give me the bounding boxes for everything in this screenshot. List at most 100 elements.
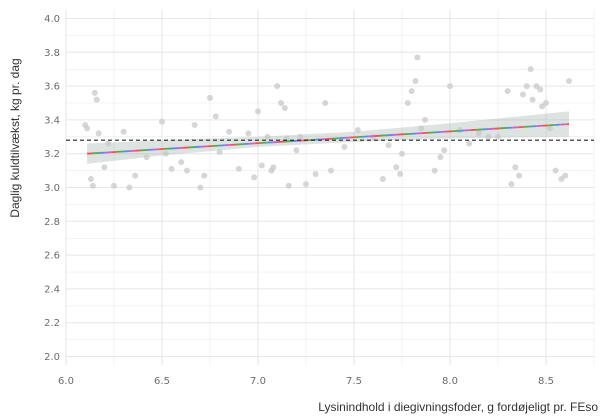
fit-line-layer — [87, 123, 570, 155]
data-point — [523, 83, 530, 90]
y-tick-label: 2.8 — [44, 217, 60, 228]
data-point — [312, 170, 319, 177]
data-point — [126, 184, 133, 191]
data-point — [143, 154, 150, 161]
x-tick-label: 8.5 — [538, 376, 554, 387]
data-point — [93, 96, 100, 103]
data-point — [270, 164, 277, 171]
data-point — [245, 130, 252, 137]
y-tick-label: 2.6 — [44, 251, 60, 262]
data-point — [441, 147, 448, 154]
data-point — [285, 182, 292, 189]
y-tick-label: 3.8 — [44, 48, 60, 59]
data-point — [408, 88, 415, 95]
data-point — [111, 182, 117, 189]
data-point — [529, 96, 536, 103]
y-tick-label: 2.2 — [44, 318, 60, 329]
x-tick-label: 6.0 — [58, 376, 74, 387]
data-point — [87, 176, 94, 183]
data-point — [552, 167, 559, 174]
data-point — [508, 181, 515, 188]
data-point — [399, 150, 405, 157]
data-point — [162, 150, 169, 157]
y-tick-label: 4.0 — [44, 14, 60, 25]
data-point — [191, 121, 198, 128]
data-point — [132, 172, 139, 179]
data-point — [212, 113, 219, 120]
data-point — [120, 128, 127, 135]
y-tick-label: 2.4 — [44, 284, 60, 295]
data-point — [512, 164, 519, 171]
y-tick-label: 3.2 — [44, 149, 60, 160]
data-point — [466, 140, 473, 147]
data-point — [543, 99, 549, 106]
data-point — [485, 133, 492, 140]
data-point — [322, 99, 329, 106]
x-axis-title: Lysinindhold i diegivningsfoder, g fordø… — [318, 400, 598, 414]
data-point — [297, 133, 304, 140]
data-point — [216, 149, 223, 155]
data-point — [504, 88, 511, 95]
data-point — [431, 167, 438, 174]
data-point — [519, 91, 526, 98]
data-point — [168, 165, 175, 172]
data-point — [101, 164, 108, 171]
data-point — [293, 147, 300, 154]
data-point — [562, 172, 569, 179]
data-point — [558, 176, 565, 183]
y-axis-title: Daglig kuldtilvækst, kg pr. dag — [8, 58, 22, 217]
data-point — [183, 167, 190, 174]
data-point — [537, 86, 544, 93]
data-point — [539, 103, 546, 110]
x-tick-label: 7.0 — [250, 376, 266, 387]
data-point — [414, 54, 421, 61]
data-point — [235, 165, 242, 172]
data-point — [495, 133, 501, 140]
data-point — [89, 182, 96, 189]
data-point — [251, 174, 258, 181]
fit-line-segment — [87, 123, 570, 155]
data-point — [201, 172, 208, 179]
data-point — [95, 130, 102, 137]
confidence-band — [87, 111, 570, 164]
y-tick-label: 3.4 — [44, 115, 60, 126]
grid — [65, 10, 595, 365]
y-tick-label: 2.0 — [44, 352, 60, 363]
data-point — [327, 167, 334, 174]
data-point — [516, 172, 523, 179]
data-point — [84, 125, 91, 132]
x-tick-label: 6.5 — [154, 376, 170, 387]
data-point — [274, 83, 281, 90]
fit-line-segment — [87, 123, 570, 155]
data-point — [105, 140, 112, 147]
data-point — [447, 83, 453, 90]
x-tick-labels: 6.0 6.5 7.0 7.5 8.0 8.5 — [58, 376, 554, 387]
data-point — [437, 154, 444, 161]
data-point — [412, 78, 419, 84]
data-point — [566, 78, 573, 84]
x-tick-label: 7.5 — [346, 376, 362, 387]
data-point — [159, 118, 165, 125]
data-point — [546, 125, 553, 132]
data-point — [226, 128, 233, 135]
data-point — [404, 99, 411, 106]
data-point — [207, 94, 213, 101]
data-point — [418, 125, 425, 132]
data-point — [341, 143, 348, 150]
data-point — [258, 162, 265, 169]
data-point — [278, 99, 285, 106]
data-points — [82, 54, 573, 191]
data-point — [255, 108, 261, 115]
data-point — [533, 83, 540, 90]
data-point — [397, 170, 404, 177]
data-point — [264, 133, 271, 140]
fit-line-segment — [87, 123, 570, 155]
data-point — [393, 164, 400, 171]
data-point — [527, 66, 534, 73]
data-point — [422, 116, 429, 123]
data-point — [303, 181, 309, 188]
data-point — [91, 89, 98, 96]
y-tick-labels: 2.0 2.2 2.4 2.6 2.8 3.0 3.2 3.4 3.6 3.8 4.0 — [44, 14, 60, 363]
data-point — [379, 176, 386, 183]
